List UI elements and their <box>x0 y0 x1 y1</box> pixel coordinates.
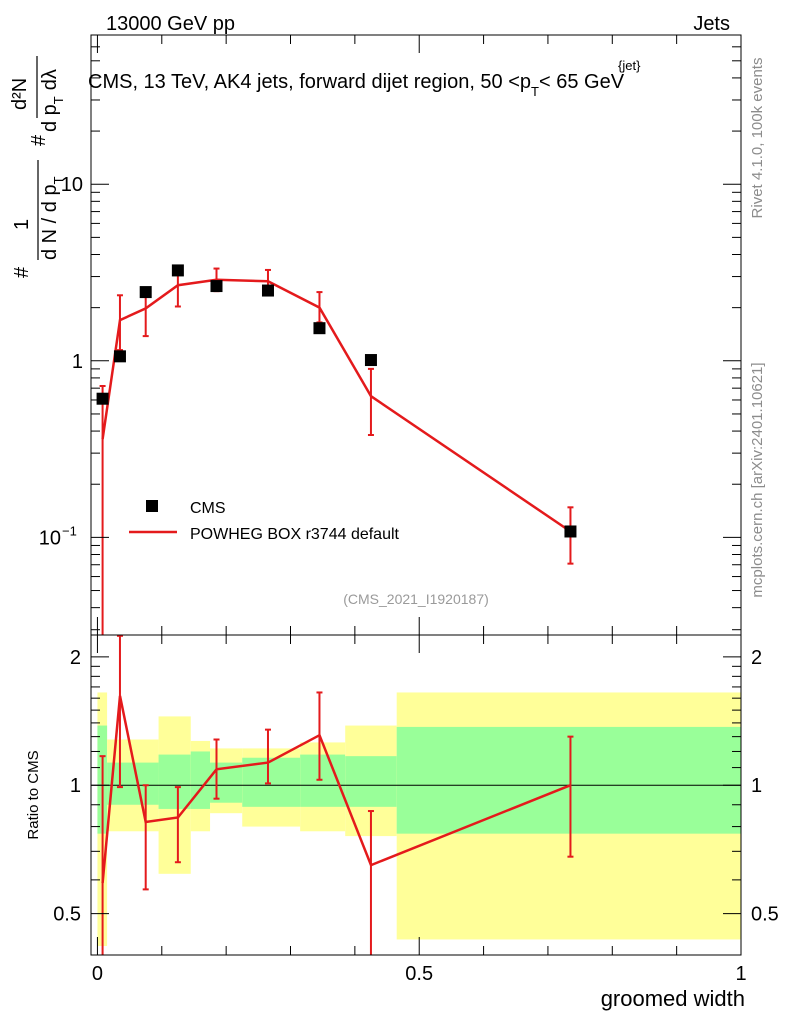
legend-cms-marker <box>146 500 158 512</box>
ratio-y-tick-label-right: 2 <box>751 647 762 669</box>
cms-data-point <box>171 264 184 277</box>
ylabel-dpt-subscript: T <box>51 96 66 104</box>
ratio-y-tick-label-right: 0.5 <box>751 904 779 926</box>
cms-data-point <box>364 354 377 367</box>
cms-uncertainty-band-inner <box>107 762 159 805</box>
ylabel-dl: dλ <box>39 69 61 90</box>
cms-data-point <box>139 286 152 299</box>
legend-cms-label: CMS <box>190 500 226 517</box>
header-right-label: Jets <box>693 13 730 35</box>
ylabel-hash-left: # <box>11 266 33 278</box>
x-axis-label: groomed width <box>601 986 745 1011</box>
main-plot-content <box>96 264 577 635</box>
mcplots-label: mcplots.cern.ch [arXiv:2401.10621] <box>749 362 766 597</box>
ratio-y-axis-label: Ratio to CMS <box>25 750 42 839</box>
ratio-y-tick-label-left: 2 <box>70 647 81 669</box>
ylabel-dn-dpt-subscript: T <box>51 176 66 184</box>
title-jet-superscript: {jet} <box>618 58 641 73</box>
ylabel-one: 1 <box>11 219 33 230</box>
source-annotation: (CMS_2021_I1920187) <box>343 591 489 607</box>
legend: CMS POWHEG BOX r3744 default <box>129 500 400 543</box>
cms-data-point <box>96 392 109 405</box>
ylabel-d2n: d²N <box>9 78 31 110</box>
ylabel-dpt-text: d p <box>39 104 61 132</box>
x-tick-label: 0.5 <box>405 963 433 985</box>
x-tick-label: 1 <box>735 963 746 985</box>
main-y-tick-label: 10 <box>61 174 83 196</box>
cms-data-point <box>210 280 223 293</box>
cms-data-point <box>564 525 577 538</box>
cms-data-point <box>313 322 326 335</box>
ratio-axes: 2 2 1 1 0.5 0.5 0 0.5 1 <box>53 635 779 985</box>
cms-uncertainty-band-inner <box>345 756 397 807</box>
title-tail: < 65 GeV <box>539 71 625 93</box>
main-y-axis-label: # 1 d N / d pT # d²N d pTdλ <box>9 56 66 278</box>
ratio-y-tick-label-left: 0.5 <box>53 904 81 926</box>
cms-uncertainty-band-inner <box>158 754 191 809</box>
header-left-label: 13000 GeV pp <box>106 13 235 35</box>
main-title: CMS, 13 TeV, AK4 jets, forward dijet reg… <box>88 71 625 99</box>
main-y-tick-label: 10 <box>39 527 61 549</box>
title-text: CMS, 13 TeV, AK4 jets, forward dijet reg… <box>88 71 531 93</box>
cms-uncertainty-band-inner <box>396 726 741 834</box>
main-plot-frame <box>90 34 742 636</box>
ylabel-dn-dpt-text: d N / d p <box>39 184 61 260</box>
main-y-tick-label: 1 <box>72 351 83 373</box>
ratio-y-tick-label-left: 1 <box>70 775 81 797</box>
x-tick-label: 0 <box>92 963 103 985</box>
ratio-y-tick-label-right: 1 <box>751 775 762 797</box>
ylabel-hash-middle: # <box>28 134 50 146</box>
ratio-plot-content <box>91 634 741 955</box>
cms-data-point <box>261 284 274 297</box>
ratio-panel: 2 2 1 1 0.5 0.5 0 0.5 1 Ratio to CMS groomed wid… <box>25 634 779 1011</box>
powheg-curve <box>101 278 572 533</box>
rivet-version-label: Rivet 4.1.0, 100k events <box>749 58 766 219</box>
ylabel-dn-dpt: d N / d pT <box>39 176 66 260</box>
ratio-plot-frame <box>90 634 742 956</box>
legend-powheg-label: POWHEG BOX r3744 default <box>190 526 400 543</box>
main-y-tick-exponent: −1 <box>62 523 77 538</box>
ylabel-dpt-dl: d pTdλ <box>39 69 66 132</box>
title-pt-subscript: T <box>531 84 539 99</box>
cms-data-point <box>113 350 126 363</box>
